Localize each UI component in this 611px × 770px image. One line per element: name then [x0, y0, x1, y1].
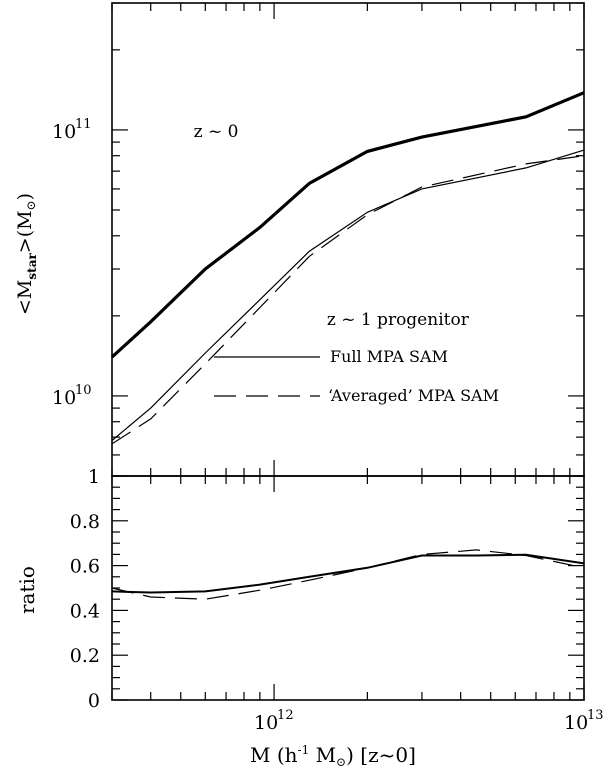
top-axes-frame	[111, 2, 585, 477]
y-tick-label-exponent: 11	[75, 117, 92, 132]
annotation: z ~ 0	[194, 122, 239, 142]
bottom-y-axis-label: ratio	[15, 566, 39, 614]
y-tick-label: 0.4	[70, 600, 100, 622]
top-panel: z ~ 0 z ~ 1 progenitor Full MPA SAM ‘Averag…	[110, 2, 585, 477]
x-tick-label: 10	[564, 712, 588, 734]
legend-label-full: Full MPA SAM	[330, 347, 448, 366]
y-tick-label: 10	[52, 387, 76, 409]
bottom-axes-frame	[111, 475, 585, 701]
y-tick-label: 10	[52, 121, 76, 143]
bottom-panel	[111, 475, 585, 701]
top-series-2	[111, 155, 585, 445]
y-tick-label: 0.2	[70, 645, 100, 667]
x-tick-label-exponent: 13	[587, 708, 604, 723]
y-tick-label: 1	[88, 466, 100, 488]
y-tick-label-exponent: 10	[75, 383, 92, 398]
legend-label-averaged: ‘Averaged’ MPA SAM	[328, 386, 499, 405]
top-series-1	[111, 149, 585, 441]
top-y-axis-label: <Mstar>(M⊙)	[14, 193, 39, 315]
top-series-0	[110, 91, 585, 359]
bottom-series-0	[111, 553, 585, 594]
y-tick-label: 0.6	[70, 556, 100, 578]
x-tick-label: 10	[254, 712, 278, 734]
x-tick-label-exponent: 12	[277, 708, 294, 723]
bottom-series-1	[111, 549, 585, 600]
y-tick-label: 0.8	[70, 511, 100, 533]
y-tick-label: 0	[88, 690, 100, 712]
annotation: z ~ 1 progenitor	[327, 310, 470, 330]
x-axis-label: M (h-1 M⊙) [z~0]	[250, 743, 416, 769]
